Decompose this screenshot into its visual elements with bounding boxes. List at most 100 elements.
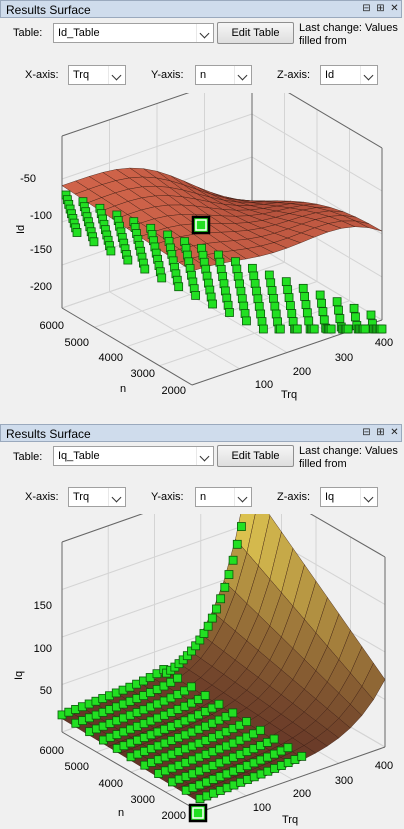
data-point-marker bbox=[254, 301, 264, 311]
trq-axis-title: Trq bbox=[281, 389, 297, 401]
undock-icon[interactable]: ⊞ bbox=[376, 427, 385, 438]
selected-point-marker bbox=[191, 215, 211, 235]
axis-line bbox=[61, 731, 201, 813]
table-label: Table: bbox=[13, 27, 43, 39]
x-axis-label: X-axis: bbox=[25, 491, 59, 503]
data-point-marker bbox=[287, 309, 297, 318]
data-point-marker bbox=[257, 317, 267, 326]
data-point-marker bbox=[343, 324, 353, 334]
data-point-marker bbox=[264, 270, 274, 280]
data-point-marker bbox=[283, 743, 293, 753]
close-icon[interactable]: ✕ bbox=[390, 427, 399, 438]
n-tick-label: 6000 bbox=[40, 320, 64, 332]
panel-title: Results Surface bbox=[6, 427, 91, 441]
x-axis-value: Trq bbox=[73, 491, 90, 503]
data-point-marker bbox=[89, 237, 99, 247]
data-point-marker bbox=[239, 301, 249, 311]
y-axis-select[interactable]: n bbox=[195, 487, 252, 507]
z-tick-label: 50 bbox=[40, 685, 52, 697]
panel-divider bbox=[0, 410, 404, 424]
z-tick-label: -50 bbox=[20, 173, 36, 185]
table-select[interactable]: Id_Table bbox=[53, 23, 214, 43]
data-point-marker bbox=[250, 279, 260, 288]
trq-tick-label: 100 bbox=[253, 802, 271, 814]
table-select-value: Iq_Table bbox=[58, 450, 100, 462]
results-surface-panel-id: Results Surface ⊟ ⊞ ✕ Table: Id_Table Ed… bbox=[0, 0, 404, 410]
selected-point-marker bbox=[188, 803, 208, 823]
panel-titlebar: Results Surface ⊟ ⊞ ✕ bbox=[0, 424, 402, 442]
data-point-marker bbox=[283, 285, 293, 295]
data-point-marker bbox=[271, 309, 281, 319]
data-point-marker bbox=[242, 717, 251, 727]
data-point-marker bbox=[266, 278, 276, 288]
minimize-icon[interactable]: ⊟ bbox=[362, 3, 371, 14]
axis-line bbox=[309, 514, 386, 558]
trq-tick-label: 300 bbox=[335, 352, 353, 364]
edit-table-button[interactable]: Edit Table bbox=[217, 22, 294, 44]
data-point-marker bbox=[235, 279, 244, 289]
data-point-marker bbox=[258, 324, 268, 334]
data-point-marker bbox=[334, 305, 343, 315]
data-point-marker bbox=[236, 286, 246, 296]
x-axis-select[interactable]: Trq bbox=[68, 65, 126, 85]
data-point-marker bbox=[335, 314, 345, 323]
last-change-text: Last change: Values filled from bbox=[299, 445, 398, 470]
chevron-down-icon bbox=[360, 66, 377, 84]
selected-point-highlight bbox=[192, 807, 204, 819]
x-axis-label: X-axis: bbox=[25, 69, 59, 81]
undock-icon[interactable]: ⊞ bbox=[376, 3, 385, 14]
data-point-marker bbox=[326, 324, 336, 334]
data-point-marker bbox=[220, 582, 230, 592]
n-axis-title: n bbox=[120, 383, 126, 395]
minimize-icon[interactable]: ⊟ bbox=[362, 427, 371, 438]
y-axis-select[interactable]: n bbox=[195, 65, 252, 85]
data-point-marker bbox=[225, 308, 234, 317]
surface-plot-iq[interactable]: Iq 150 100 50 6000 5000 4000 3000 2000 n… bbox=[0, 514, 404, 829]
table-select[interactable]: Iq_Table bbox=[53, 446, 214, 466]
grid-line bbox=[159, 300, 350, 367]
chevron-down-icon bbox=[108, 488, 125, 506]
chevron-down-icon bbox=[108, 66, 125, 84]
x-axis-value: Trq bbox=[73, 69, 90, 81]
data-point-marker bbox=[240, 309, 250, 318]
data-point-marker bbox=[292, 324, 302, 334]
data-point-marker bbox=[317, 298, 326, 308]
data-point-marker bbox=[270, 301, 280, 311]
data-point-marker bbox=[302, 308, 312, 318]
data-point-marker bbox=[360, 324, 370, 334]
y-axis-label: Y-axis: bbox=[151, 69, 184, 81]
surface-plot-id[interactable]: Id -50 -100 -150 -200 6000 5000 4000 300… bbox=[0, 93, 404, 408]
close-icon[interactable]: ✕ bbox=[390, 3, 399, 14]
data-point-marker bbox=[319, 315, 329, 325]
data-point-marker bbox=[232, 539, 242, 549]
edit-table-button[interactable]: Edit Table bbox=[217, 445, 294, 467]
data-point-marker bbox=[318, 307, 328, 316]
axis-line bbox=[61, 514, 144, 543]
data-point-marker bbox=[377, 324, 387, 334]
data-point-marker bbox=[286, 301, 295, 310]
data-point-marker bbox=[207, 613, 217, 623]
data-point-marker bbox=[186, 682, 196, 692]
z-axis-select[interactable]: Iq bbox=[320, 487, 378, 507]
table-select-value: Id_Table bbox=[58, 27, 100, 39]
x-axis-select[interactable]: Trq bbox=[68, 487, 126, 507]
data-point-marker bbox=[253, 294, 263, 304]
data-point-marker bbox=[301, 300, 311, 310]
chevron-down-icon bbox=[196, 24, 213, 42]
last-change-text: Last change: Values filled from bbox=[299, 22, 398, 47]
data-point-marker bbox=[242, 316, 251, 326]
data-point-marker bbox=[228, 708, 238, 718]
z-axis-title: Id bbox=[15, 225, 27, 234]
data-point-marker bbox=[315, 290, 325, 300]
z-axis-value: Iq bbox=[325, 491, 335, 503]
data-point-marker bbox=[228, 555, 238, 565]
data-point-marker bbox=[123, 255, 133, 265]
data-point-marker bbox=[284, 293, 294, 303]
n-tick-label: 5000 bbox=[65, 761, 89, 773]
z-axis-select[interactable]: Id bbox=[320, 65, 378, 85]
data-point-marker bbox=[237, 522, 246, 531]
chevron-down-icon bbox=[234, 488, 251, 506]
axis-line bbox=[288, 93, 383, 149]
data-point-marker bbox=[140, 264, 150, 274]
trq-tick-label: 100 bbox=[255, 379, 273, 391]
